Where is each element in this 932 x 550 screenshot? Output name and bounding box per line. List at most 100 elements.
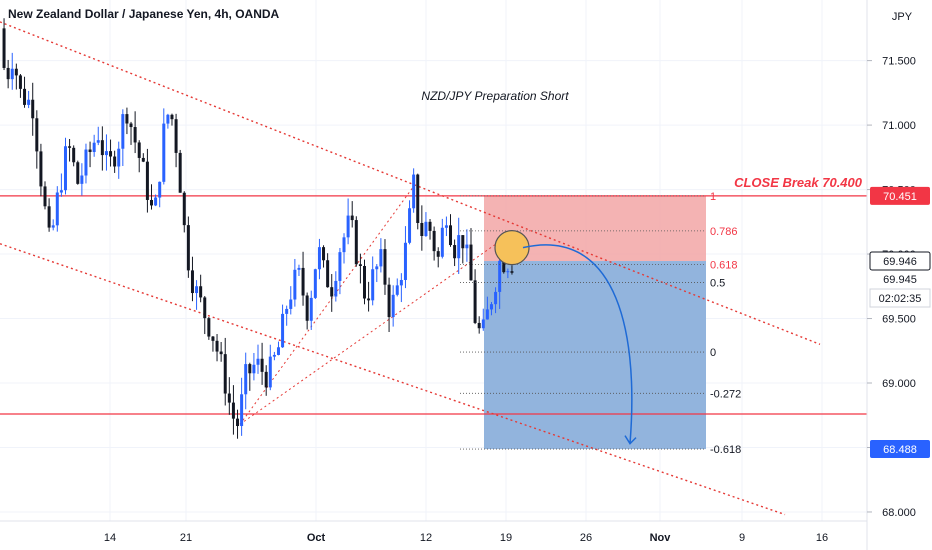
price-badges: 70.451 69.946 69.945 02:02:35 68.488 <box>869 186 931 459</box>
candle-body <box>150 199 154 206</box>
fib-label: 0.618 <box>710 259 738 271</box>
fib-label: 0.5 <box>710 277 725 289</box>
candle-body <box>211 336 215 341</box>
candle-body <box>203 297 207 319</box>
price-tick-label: 69.000 <box>882 378 916 390</box>
symbol-title: New Zealand Dollar / Japanese Yen, 4h, O… <box>8 7 280 21</box>
candles <box>2 18 514 439</box>
time-tick-label: 12 <box>420 532 432 544</box>
candle-body <box>100 140 104 156</box>
time-tick-label: 21 <box>180 532 192 544</box>
bid-badge: 69.945 <box>883 274 917 286</box>
candle-body <box>342 237 346 253</box>
candle-body <box>223 354 227 394</box>
candle-body <box>88 149 92 153</box>
candle-body <box>469 244 473 281</box>
countdown-bg <box>869 288 931 308</box>
candle-body <box>162 123 166 182</box>
candle-body <box>498 260 502 292</box>
candle-body <box>297 267 301 270</box>
candle-body <box>330 287 334 297</box>
candle-body <box>215 340 219 352</box>
candle-body <box>145 161 149 200</box>
candle-body <box>80 175 84 184</box>
candle-body <box>354 220 358 265</box>
time-tick-label: 16 <box>816 532 828 544</box>
candle-body <box>227 393 231 403</box>
candle-body <box>305 295 309 321</box>
time-tick-label: 9 <box>739 532 745 544</box>
candle-body <box>412 174 416 209</box>
resistance-badge-bg <box>870 186 930 205</box>
target-badge: 68.488 <box>870 440 930 459</box>
candle-body <box>362 265 366 299</box>
candle-body <box>199 286 203 298</box>
candle-body <box>489 304 493 310</box>
candle-body <box>158 181 162 198</box>
bid-badge-text: 69.945 <box>883 274 917 286</box>
candle-body <box>121 114 125 149</box>
candle-body <box>510 271 514 273</box>
candle-body <box>346 215 350 238</box>
candle-body <box>416 174 420 223</box>
candle-body <box>39 151 43 187</box>
candle-body <box>481 319 485 329</box>
candle-body <box>133 127 137 143</box>
candle-body <box>367 298 371 301</box>
candle-body <box>55 192 59 226</box>
target-badge-bg <box>870 440 930 459</box>
countdown-text: 02:02:35 <box>879 293 922 305</box>
candle-body <box>92 142 96 153</box>
fan-line-2 <box>239 240 501 425</box>
time-axis: 14 21 Oct 12 19 26 Nov 9 16 <box>104 532 828 544</box>
candle-body <box>27 99 31 105</box>
candle-body <box>338 252 342 281</box>
time-tick-label: 19 <box>500 532 512 544</box>
candle-body <box>72 147 76 163</box>
candle-body <box>182 192 186 226</box>
target-badge-text: 68.488 <box>883 444 917 456</box>
candle-body <box>453 245 457 259</box>
candle-body <box>96 140 100 143</box>
candle-body <box>113 156 117 167</box>
time-tick-label: 14 <box>104 532 116 544</box>
candle-body <box>190 270 194 294</box>
candle-body <box>391 294 395 318</box>
candle-body <box>104 151 108 156</box>
price-axis-bg <box>867 0 932 550</box>
currency-label: JPY <box>892 11 913 23</box>
candle-body <box>334 280 338 297</box>
candle-body <box>174 119 178 153</box>
candle-body <box>444 225 448 228</box>
candle-body <box>170 114 174 120</box>
candle-body <box>31 99 35 119</box>
candle-body <box>371 269 375 301</box>
candle-body <box>436 251 440 257</box>
fib-label: 0 <box>710 347 716 359</box>
candle-body <box>125 114 129 124</box>
candle-body <box>43 186 47 207</box>
candle-body <box>47 206 51 228</box>
candle-body <box>252 364 256 374</box>
price-tick-label: 71.500 <box>882 56 916 68</box>
candle-body <box>358 264 362 266</box>
candle-body <box>137 142 141 158</box>
candle-body <box>461 235 465 249</box>
countdown-badge: 02:02:35 <box>869 288 931 308</box>
candle-body <box>141 157 145 162</box>
candle-body <box>59 190 63 193</box>
last-price-badge-text: 69.946 <box>883 256 917 268</box>
candle-body <box>281 313 285 348</box>
candle-body <box>293 269 297 300</box>
candle-body <box>387 284 391 318</box>
candle-body <box>63 146 67 191</box>
candle-body <box>502 260 506 273</box>
candle-body <box>289 299 293 309</box>
candle-body <box>375 266 379 270</box>
entry-marker-circle <box>494 230 530 266</box>
candle-body <box>268 356 272 388</box>
annotation-title: NZD/JPY Preparation Short <box>421 89 569 103</box>
candle-body <box>35 118 39 152</box>
